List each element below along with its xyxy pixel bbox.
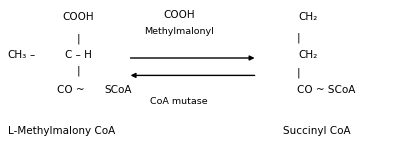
Text: |: |: [297, 67, 301, 78]
Text: CH₂: CH₂: [299, 12, 318, 22]
Text: COOH: COOH: [163, 10, 195, 19]
Text: SCoA: SCoA: [104, 85, 132, 95]
Text: |: |: [77, 34, 81, 44]
Text: |: |: [297, 32, 301, 43]
Text: COOH: COOH: [63, 12, 94, 22]
Text: –: –: [29, 50, 35, 60]
Text: CH₂: CH₂: [299, 50, 318, 60]
Text: CoA mutase: CoA mutase: [150, 97, 208, 106]
Text: C – H: C – H: [65, 50, 92, 60]
Text: CH₃: CH₃: [8, 50, 27, 60]
Text: CO ~ SCoA: CO ~ SCoA: [297, 85, 355, 95]
Text: CO ~: CO ~: [57, 85, 84, 95]
Text: Succinyl CoA: Succinyl CoA: [283, 126, 351, 135]
Text: Methylmalonyl: Methylmalonyl: [144, 27, 214, 36]
Text: L-Methylmalony CoA: L-Methylmalony CoA: [8, 126, 115, 135]
Text: |: |: [77, 66, 81, 76]
